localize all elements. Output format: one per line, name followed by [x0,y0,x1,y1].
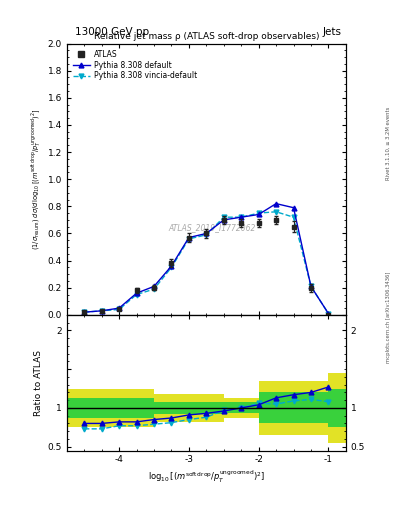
X-axis label: $\log_{10}[(m^{\rm soft\,drop}/p_T^{\rm ungroomed})^2]$: $\log_{10}[(m^{\rm soft\,drop}/p_T^{\rm … [148,468,265,485]
Title: Relative jet mass ρ (ATLAS soft-drop observables): Relative jet mass ρ (ATLAS soft-drop obs… [94,32,319,41]
Y-axis label: Ratio to ATLAS: Ratio to ATLAS [35,350,43,416]
Text: Jets: Jets [323,27,342,37]
Text: 13000 GeV pp: 13000 GeV pp [75,27,149,37]
Legend: ATLAS, Pythia 8.308 default, Pythia 8.308 vincia-default: ATLAS, Pythia 8.308 default, Pythia 8.30… [71,47,199,83]
Text: Rivet 3.1.10, ≥ 3.2M events: Rivet 3.1.10, ≥ 3.2M events [386,106,391,180]
Text: ATLAS_2019_I1772062: ATLAS_2019_I1772062 [168,224,255,232]
Y-axis label: $(1/\sigma_{\rm resum})\ d\sigma/d\,\log_{10}[(m^{\rm soft\,drop}/p_T^{\rm ungro: $(1/\sigma_{\rm resum})\ d\sigma/d\,\log… [30,109,43,250]
Text: mcplots.cern.ch [arXiv:1306.3436]: mcplots.cern.ch [arXiv:1306.3436] [386,272,391,363]
